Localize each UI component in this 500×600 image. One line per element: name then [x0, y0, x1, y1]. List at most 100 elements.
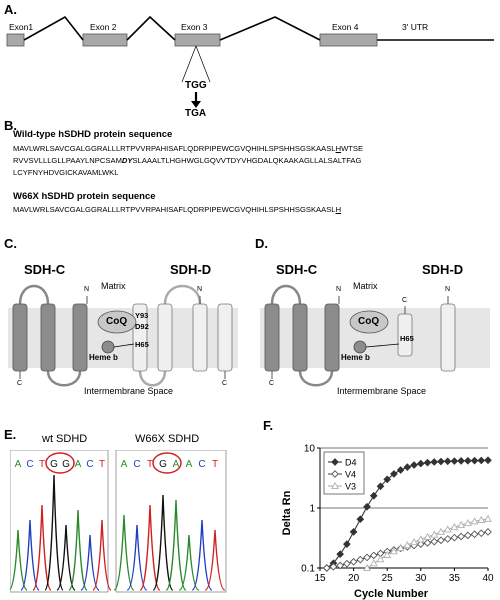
wildtype-base-0: A — [15, 459, 22, 470]
series-V3-point-1 — [369, 559, 378, 567]
wildtype-base-7: T — [99, 459, 105, 470]
series-V4-point-20 — [457, 532, 465, 541]
series-V3-point-0 — [363, 563, 372, 572]
zoom-line-left — [181, 45, 197, 83]
series-D4-point-2 — [336, 550, 344, 559]
series-V4-point-6 — [363, 553, 371, 562]
series-V4-point-17 — [437, 536, 445, 545]
sdhd-n-terminus-label-mutant: N — [445, 286, 451, 293]
wildtype-sequence-title: Wild-type hSDHD protein sequence — [13, 129, 173, 140]
sdhc-helix-2 — [40, 303, 56, 372]
mutant-chromatogram-frame — [115, 450, 227, 593]
sdhd-helix-2 — [157, 303, 173, 372]
series-D4-point-18 — [443, 457, 452, 466]
mutant-chromatogram-title: W66X SDHD — [135, 433, 200, 445]
sdhd-helix-3 — [192, 303, 208, 372]
legend-marker-V4 — [331, 470, 339, 478]
legend-marker-D4 — [331, 458, 339, 466]
x-tick-label-5: 40 — [482, 573, 494, 584]
series-V3-point-17 — [477, 515, 486, 524]
series-D4-point-19 — [450, 457, 459, 465]
mutant-traces — [113, 494, 226, 591]
panel-label-e: E. — [4, 427, 17, 442]
intron3-line — [219, 16, 321, 41]
series-V3-point-15 — [463, 518, 472, 527]
series-V3-point-16 — [470, 517, 479, 525]
heme-label: Heme b — [89, 353, 118, 362]
y-tick-label-1: 1 — [309, 504, 315, 515]
exon4-label: Exon 4 — [332, 22, 359, 32]
sdhc-helix-1 — [12, 303, 28, 372]
qpcr-chart: 15 20 25 30 35 40 0.1 1 10 D4 V4 V3 Cycle Number D… — [281, 444, 494, 600]
wildtype-peak-5 — [68, 509, 88, 591]
series-D4-point-20 — [457, 457, 465, 465]
loop-c-2 — [46, 370, 82, 387]
loop-d-2 — [138, 370, 167, 387]
x-tick-label-3: 30 — [415, 573, 427, 584]
series-V3-point-5 — [396, 543, 405, 552]
wildtype-peak-3 — [44, 474, 64, 591]
loop-d-1 — [163, 284, 202, 305]
series-D4-point-13 — [410, 461, 418, 469]
series-D4-point-4 — [349, 528, 358, 536]
sdhd-helix-4 — [217, 303, 233, 372]
series-V3-point-18 — [484, 514, 492, 522]
mutant-base-0: A — [121, 459, 128, 470]
series-D4-point-14 — [416, 459, 425, 468]
legend-label-V3: V3 — [345, 482, 356, 492]
intron2-line — [126, 15, 176, 41]
loop-c-1-mutant — [270, 284, 302, 305]
sdhd-label: SDH-D — [170, 262, 212, 277]
sdhc-label-mutant: SDH-C — [276, 262, 318, 277]
series-V4-point-4 — [349, 557, 358, 566]
y93-label: Y93 — [135, 311, 149, 320]
coq-label: CoQ — [106, 316, 128, 327]
d92-label: D92 — [135, 322, 149, 331]
x-tick-label-0: 15 — [314, 573, 326, 584]
loop-c-1 — [18, 284, 50, 305]
utr-label: 3' UTR — [402, 22, 429, 32]
intermembrane-space-label-mutant: Intermembrane Space — [337, 386, 427, 396]
sdhd-c-terminus-label-mutant: C — [402, 297, 408, 304]
matrix-label-mutant: Matrix — [353, 281, 378, 291]
zoom-line-right — [195, 45, 211, 83]
wildtype-chromatogram-title: wt SDHD — [42, 433, 88, 445]
mutant-base-3: G — [159, 459, 167, 470]
series-V3-point-11 — [436, 527, 445, 535]
heme-link-mutant — [365, 343, 400, 348]
wildtype-sequence-line-2: RVVSVLLLGLLPAAYLNPCSAMDYSLAAALTLHGHWGLGQ… — [13, 156, 362, 165]
mutation-arrow-icon — [191, 101, 201, 108]
exon4-box — [319, 33, 378, 47]
series-D4-point-9 — [383, 475, 392, 484]
sdhc-helix-1-mutant — [264, 303, 280, 372]
mutant-peak-0 — [113, 514, 135, 591]
wildtype-peak-7 — [92, 519, 112, 591]
series-V4-point-0 — [322, 564, 331, 572]
h65-label: H65 — [135, 340, 149, 349]
series-D4-point-7 — [369, 491, 378, 500]
series-D4-point-5 — [356, 515, 365, 524]
matrix-label: Matrix — [101, 281, 126, 291]
loop-c-2-mutant — [298, 370, 334, 387]
y-axis-label: Delta Rn — [281, 490, 293, 535]
series-V3-point-8 — [416, 535, 425, 543]
panel-label-a: A. — [4, 2, 17, 17]
series-V3-point-4 — [389, 547, 398, 555]
series-V4-point-7 — [369, 551, 378, 560]
panel-label-d: D. — [255, 236, 268, 251]
series-D4-point-6 — [363, 502, 371, 511]
y-tick-label-0: 0.1 — [301, 564, 315, 575]
mutant-base-1: C — [133, 459, 140, 470]
series-V4-point-14 — [416, 540, 425, 548]
mutant-peak-4 — [165, 499, 187, 591]
mutant-peak-3 — [152, 494, 174, 591]
mutant-base-7: T — [212, 459, 218, 470]
series-V4-point-18 — [443, 535, 452, 543]
legend-label-V4: V4 — [345, 470, 356, 480]
heme-link — [113, 343, 135, 348]
exon1-box — [6, 33, 25, 47]
exon3-box — [174, 33, 221, 47]
wildtype-sequence-line-1: MAVLWRLSAVCGALGGRALLLRTPVVRPAHISAFLQDRPI… — [13, 144, 364, 153]
series-V3-point-6 — [403, 541, 412, 549]
